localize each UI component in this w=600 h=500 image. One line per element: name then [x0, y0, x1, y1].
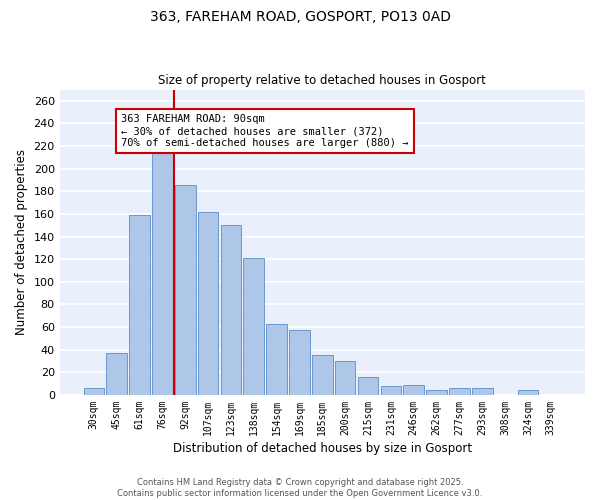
Bar	[244, 258, 264, 395]
Bar	[83, 388, 104, 395]
Bar	[380, 386, 401, 395]
Bar	[358, 377, 379, 395]
Bar	[472, 388, 493, 395]
Bar	[266, 324, 287, 395]
Bar	[449, 388, 470, 395]
Bar	[198, 212, 218, 395]
Bar	[221, 226, 241, 395]
Bar	[152, 148, 173, 395]
Bar	[518, 390, 538, 395]
Bar	[289, 330, 310, 395]
Bar	[427, 390, 447, 395]
Bar	[129, 215, 150, 395]
Y-axis label: Number of detached properties: Number of detached properties	[15, 149, 28, 335]
Bar	[312, 356, 332, 395]
Text: Contains HM Land Registry data © Crown copyright and database right 2025.
Contai: Contains HM Land Registry data © Crown c…	[118, 478, 482, 498]
Text: 363 FAREHAM ROAD: 90sqm
← 30% of detached houses are smaller (372)
70% of semi-d: 363 FAREHAM ROAD: 90sqm ← 30% of detache…	[121, 114, 409, 148]
X-axis label: Distribution of detached houses by size in Gosport: Distribution of detached houses by size …	[173, 442, 472, 455]
Bar	[335, 361, 355, 395]
Title: Size of property relative to detached houses in Gosport: Size of property relative to detached ho…	[158, 74, 486, 87]
Bar	[106, 353, 127, 395]
Text: 363, FAREHAM ROAD, GOSPORT, PO13 0AD: 363, FAREHAM ROAD, GOSPORT, PO13 0AD	[149, 10, 451, 24]
Bar	[403, 385, 424, 395]
Bar	[175, 184, 196, 395]
